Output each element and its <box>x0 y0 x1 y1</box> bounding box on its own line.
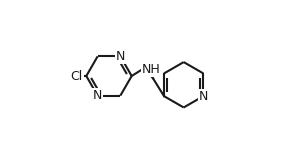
Text: N: N <box>199 90 208 103</box>
Text: N: N <box>93 89 102 102</box>
Text: NH: NH <box>142 63 161 76</box>
Text: Cl: Cl <box>70 69 83 83</box>
Text: N: N <box>116 50 125 63</box>
